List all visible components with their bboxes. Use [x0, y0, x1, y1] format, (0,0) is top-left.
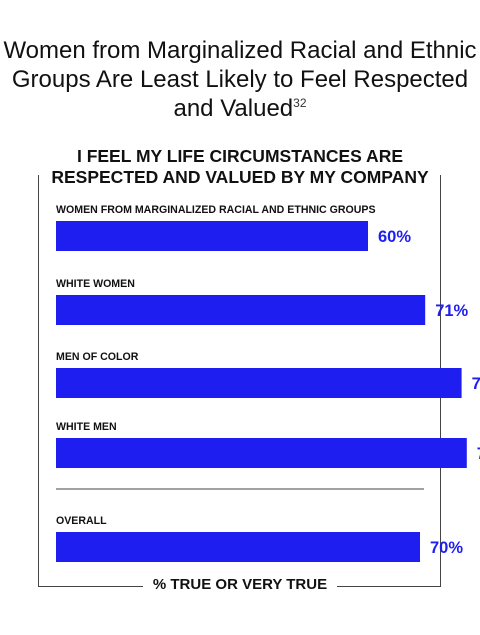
- chart-subtitle-line2: RESPECTED AND VALUED BY MY COMPANY: [45, 167, 435, 188]
- chart-subtitle-line1: I FEEL MY LIFE CIRCUMSTANCES ARE: [76, 146, 404, 166]
- category-label: OVERALL: [56, 515, 107, 527]
- x-axis-label-text: % TRUE OR VERY TRUE: [142, 576, 338, 593]
- category-label: WHITE WOMEN: [56, 278, 135, 290]
- value-label: 78%: [472, 375, 480, 393]
- value-label: 70%: [430, 539, 463, 557]
- category-label: WHITE MEN: [56, 421, 117, 433]
- chart-title: Women from Marginalized Racial and Ethni…: [0, 36, 480, 123]
- value-label: 71%: [435, 302, 468, 320]
- bar: [56, 368, 462, 398]
- chart-subtitle: I FEEL MY LIFE CIRCUMSTANCES ARE RESPECT…: [0, 146, 480, 188]
- category-label: WOMEN FROM MARGINALIZED RACIAL AND ETHNI…: [56, 204, 376, 216]
- category-label: MEN OF COLOR: [56, 351, 139, 363]
- title-footnote: 32: [293, 96, 307, 110]
- bar: [56, 221, 368, 251]
- bar: [56, 295, 426, 325]
- x-axis-label: % TRUE OR VERY TRUE: [0, 576, 480, 594]
- bar: [56, 438, 467, 468]
- bar: [56, 532, 420, 562]
- value-label: 79%: [477, 445, 480, 463]
- chart-title-text: Women from Marginalized Racial and Ethni…: [3, 37, 477, 122]
- value-label: 60%: [378, 228, 411, 246]
